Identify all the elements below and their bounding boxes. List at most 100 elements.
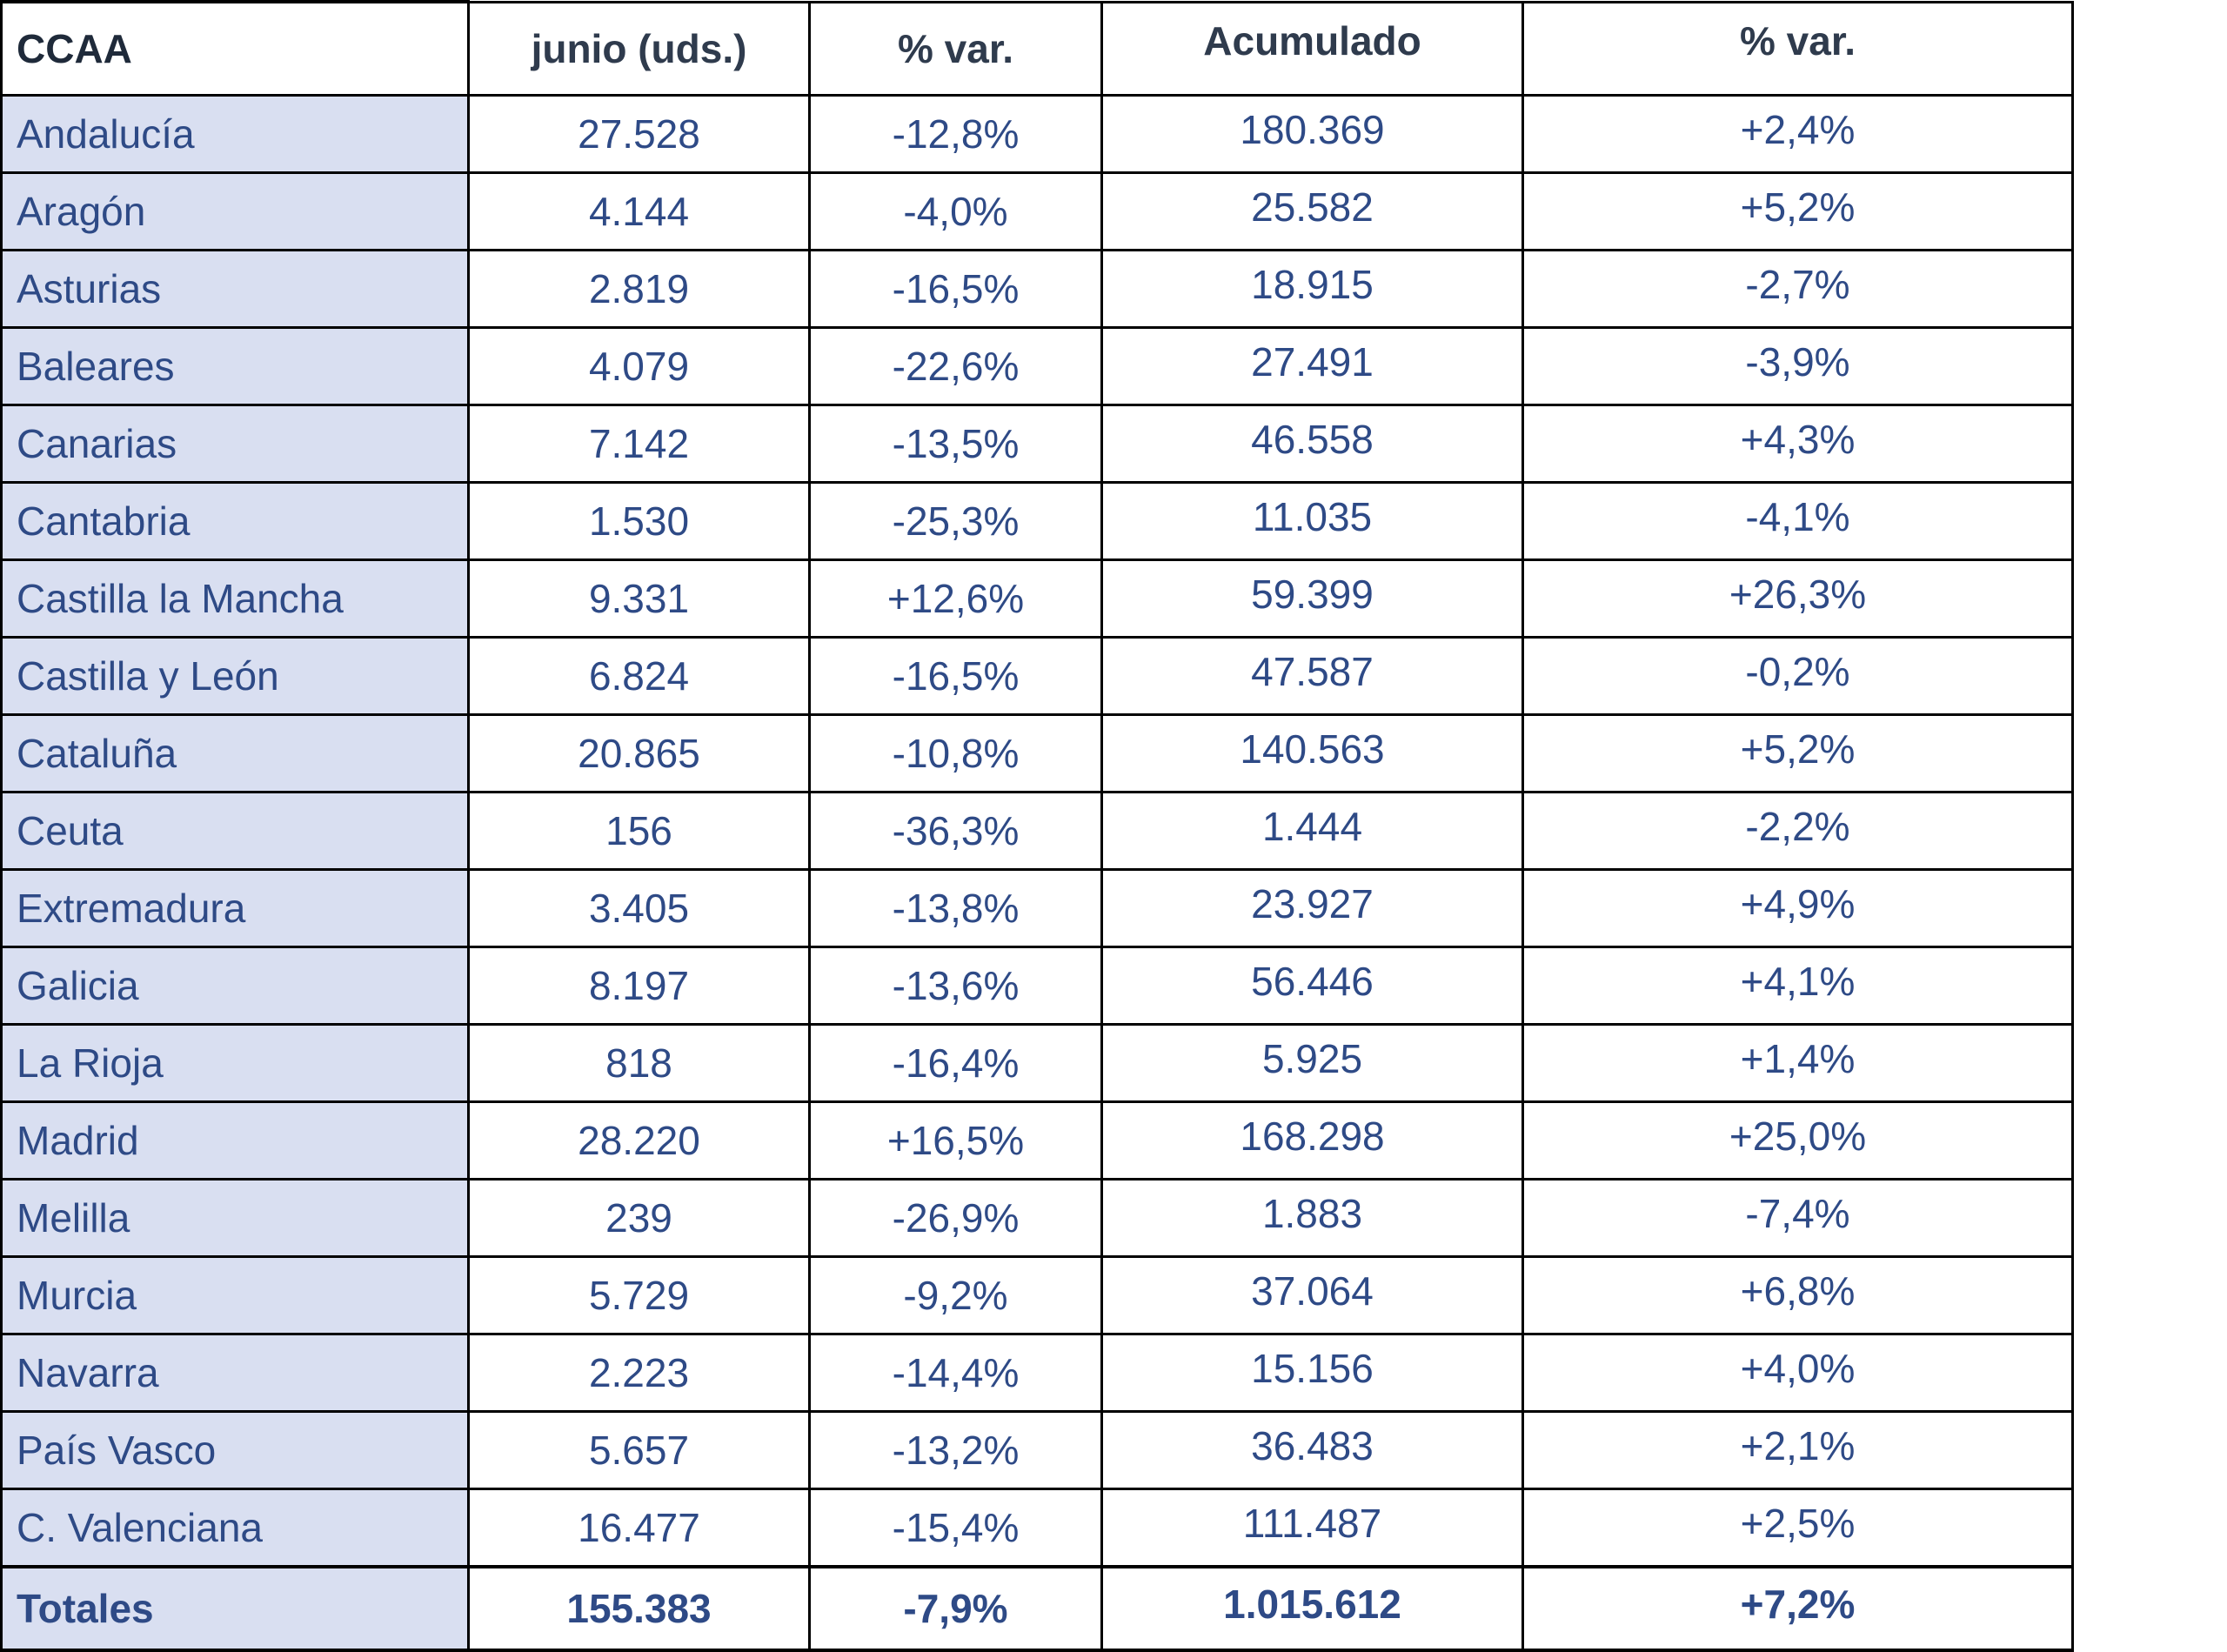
table-row: Ceuta 156 -36,3% 1.444 -2,2% (0, 790, 2074, 871)
table-row: Aragón 4.144 -4,0% 25.582 +5,2% (0, 171, 2074, 251)
table-row: La Rioja 818 -16,4% 5.925 +1,4% (0, 1022, 2074, 1103)
june-variation-cell: -26,9% (808, 1177, 1103, 1258)
region-name-cell: Madrid (0, 1100, 470, 1180)
accumulated-cell: 36.483 (1100, 1409, 1524, 1490)
table-row: Galicia 8.197 -13,6% 56.446 +4,1% (0, 945, 2074, 1026)
june-variation-cell: -4,0% (808, 171, 1103, 251)
table-row: Asturias 2.819 -16,5% 18.915 -2,7% (0, 248, 2074, 329)
accumulated-variation-cell: +2,5% (1521, 1487, 2074, 1568)
june-units-cell: 3.405 (467, 867, 811, 948)
june-units-cell: 9.331 (467, 558, 811, 639)
region-name-cell: Castilla y León (0, 635, 470, 716)
june-units-cell: 2.819 (467, 248, 811, 329)
table-row: Melilla 239 -26,9% 1.883 -7,4% (0, 1177, 2074, 1258)
accumulated-cell: 180.369 (1100, 93, 1524, 174)
totals-june-units: 155.383 (467, 1564, 811, 1652)
region-name-cell: Andalucía (0, 93, 470, 174)
totals-label: Totales (0, 1564, 470, 1652)
table-row: Castilla la Mancha 9.331 +12,6% 59.399 +26,3… (0, 558, 2074, 639)
accumulated-cell: 1.883 (1100, 1177, 1524, 1258)
accumulated-variation-cell: -7,4% (1521, 1177, 2074, 1258)
header-accumulated: Acumulado (1100, 0, 1524, 97)
june-units-cell: 2.223 (467, 1332, 811, 1413)
header-june-variation: % var. (808, 0, 1103, 97)
table-body: Andalucía 27.528 -12,8% 180.369 +2,4% Aragón 4… (0, 93, 2074, 1568)
accumulated-cell: 168.298 (1100, 1100, 1524, 1180)
june-variation-cell: -10,8% (808, 712, 1103, 793)
table-row: Madrid 28.220 +16,5% 168.298 +25,0% (0, 1100, 2074, 1180)
june-variation-cell: -13,5% (808, 403, 1103, 484)
june-variation-cell: -25,3% (808, 480, 1103, 561)
totals-row: Totales 155.383 -7,9% 1.015.612 +7,2% (0, 1564, 2074, 1652)
june-units-cell: 8.197 (467, 945, 811, 1026)
table-footer: Totales 155.383 -7,9% 1.015.612 +7,2% (0, 1564, 2074, 1652)
june-variation-cell: -13,2% (808, 1409, 1103, 1490)
june-variation-cell: -14,4% (808, 1332, 1103, 1413)
region-name-cell: C. Valenciana (0, 1487, 470, 1568)
june-units-cell: 28.220 (467, 1100, 811, 1180)
accumulated-variation-cell: +4,0% (1521, 1332, 2074, 1413)
totals-accumulated: 1.015.612 (1100, 1564, 1524, 1652)
accumulated-cell: 18.915 (1100, 248, 1524, 329)
table-header: CCAA junio (uds.) % var. Acumulado % var… (0, 0, 2074, 97)
accumulated-cell: 27.491 (1100, 325, 1524, 406)
table-row: Andalucía 27.528 -12,8% 180.369 +2,4% (0, 93, 2074, 174)
accumulated-cell: 37.064 (1100, 1254, 1524, 1335)
june-units-cell: 5.657 (467, 1409, 811, 1490)
june-units-cell: 1.530 (467, 480, 811, 561)
header-row: CCAA junio (uds.) % var. Acumulado % var… (0, 0, 2074, 97)
june-variation-cell: +16,5% (808, 1100, 1103, 1180)
totals-accumulated-variation: +7,2% (1521, 1564, 2074, 1652)
june-variation-cell: -36,3% (808, 790, 1103, 871)
june-variation-cell: -15,4% (808, 1487, 1103, 1568)
june-units-cell: 4.079 (467, 325, 811, 406)
accumulated-cell: 46.558 (1100, 403, 1524, 484)
accumulated-variation-cell: +5,2% (1521, 712, 2074, 793)
accumulated-variation-cell: +2,4% (1521, 93, 2074, 174)
accumulated-variation-cell: -0,2% (1521, 635, 2074, 716)
june-variation-cell: -13,8% (808, 867, 1103, 948)
region-name-cell: La Rioja (0, 1022, 470, 1103)
accumulated-variation-cell: +4,9% (1521, 867, 2074, 948)
region-name-cell: Castilla la Mancha (0, 558, 470, 639)
header-ccaa: CCAA (0, 0, 470, 97)
region-name-cell: Melilla (0, 1177, 470, 1258)
region-name-cell: Asturias (0, 248, 470, 329)
june-units-cell: 818 (467, 1022, 811, 1103)
june-variation-cell: -13,6% (808, 945, 1103, 1026)
accumulated-variation-cell: +25,0% (1521, 1100, 2074, 1180)
region-name-cell: Baleares (0, 325, 470, 406)
accumulated-variation-cell: +4,1% (1521, 945, 2074, 1026)
table-row: C. Valenciana 16.477 -15,4% 111.487 +2,5% (0, 1487, 2074, 1568)
june-units-cell: 16.477 (467, 1487, 811, 1568)
table-row: Navarra 2.223 -14,4% 15.156 +4,0% (0, 1332, 2074, 1413)
sales-by-region-table-container: CCAA junio (uds.) % var. Acumulado % var… (0, 0, 2074, 1652)
region-name-cell: Extremadura (0, 867, 470, 948)
accumulated-variation-cell: -2,2% (1521, 790, 2074, 871)
region-name-cell: Aragón (0, 171, 470, 251)
accumulated-cell: 59.399 (1100, 558, 1524, 639)
june-units-cell: 5.729 (467, 1254, 811, 1335)
june-units-cell: 27.528 (467, 93, 811, 174)
table-row: Cantabria 1.530 -25,3% 11.035 -4,1% (0, 480, 2074, 561)
region-name-cell: Cantabria (0, 480, 470, 561)
accumulated-cell: 15.156 (1100, 1332, 1524, 1413)
accumulated-variation-cell: -4,1% (1521, 480, 2074, 561)
june-variation-cell: +12,6% (808, 558, 1103, 639)
june-units-cell: 7.142 (467, 403, 811, 484)
june-variation-cell: -9,2% (808, 1254, 1103, 1335)
region-name-cell: Murcia (0, 1254, 470, 1335)
accumulated-cell: 140.563 (1100, 712, 1524, 793)
accumulated-variation-cell: +4,3% (1521, 403, 2074, 484)
accumulated-variation-cell: +2,1% (1521, 1409, 2074, 1490)
region-name-cell: Cataluña (0, 712, 470, 793)
june-units-cell: 4.144 (467, 171, 811, 251)
accumulated-variation-cell: +1,4% (1521, 1022, 2074, 1103)
june-units-cell: 239 (467, 1177, 811, 1258)
accumulated-variation-cell: -3,9% (1521, 325, 2074, 406)
accumulated-cell: 56.446 (1100, 945, 1524, 1026)
table-row: Baleares 4.079 -22,6% 27.491 -3,9% (0, 325, 2074, 406)
table-row: Castilla y León 6.824 -16,5% 47.587 -0,2% (0, 635, 2074, 716)
region-name-cell: Navarra (0, 1332, 470, 1413)
table-row: Extremadura 3.405 -13,8% 23.927 +4,9% (0, 867, 2074, 948)
